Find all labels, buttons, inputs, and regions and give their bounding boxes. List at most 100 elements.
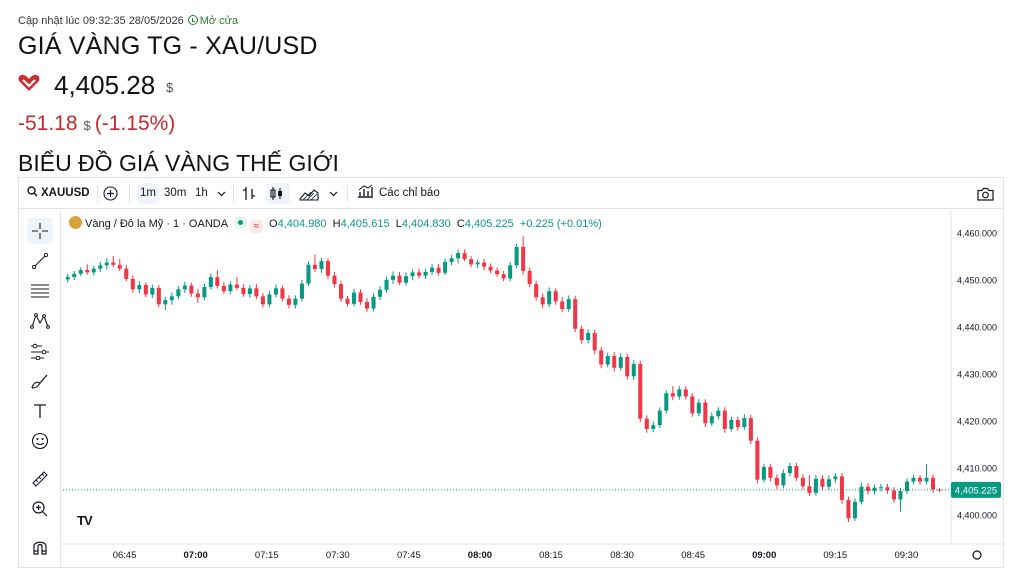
trendline-tool[interactable] bbox=[27, 248, 53, 274]
text-tool[interactable] bbox=[27, 398, 53, 424]
chevron-down-icon bbox=[217, 191, 226, 197]
symbol-search[interactable]: XAUUSD bbox=[27, 183, 90, 204]
candle-body bbox=[742, 418, 747, 428]
price-change-percent: (-1.15%) bbox=[94, 112, 176, 135]
candle-body bbox=[208, 277, 213, 287]
pattern-tool[interactable] bbox=[27, 308, 53, 334]
low-value: 4,404.830 bbox=[401, 218, 451, 230]
tradingview-logo: TV bbox=[77, 513, 93, 528]
candles-style-button[interactable] bbox=[266, 183, 290, 204]
price-chart[interactable]: 4,400.000 4,410.000 4,420.000 4,430.000 4,44… bbox=[19, 178, 1005, 569]
x-tick-label: 07:45 bbox=[397, 550, 421, 561]
candle-body bbox=[469, 259, 474, 265]
candle-body bbox=[417, 272, 422, 276]
candle-body bbox=[755, 440, 760, 480]
magnet-icon bbox=[33, 541, 47, 555]
fib-tool[interactable] bbox=[27, 278, 53, 304]
measure-tool[interactable] bbox=[27, 466, 53, 492]
y-tick-label: 4,410.000 bbox=[957, 463, 997, 473]
candle-body bbox=[878, 487, 883, 489]
candle-body bbox=[332, 275, 337, 285]
x-tick-label: 08:00 bbox=[468, 550, 492, 561]
candle-body bbox=[104, 262, 109, 266]
zoom-tool[interactable] bbox=[27, 496, 53, 522]
candle-body bbox=[482, 262, 487, 267]
high-value: 4,405.615 bbox=[340, 218, 390, 230]
candle-body bbox=[644, 418, 649, 429]
indicators-button[interactable]: Các chỉ báo bbox=[357, 183, 440, 204]
candle-body bbox=[72, 273, 77, 278]
brush-tool[interactable] bbox=[27, 368, 53, 394]
y-tick-label: 4,430.000 bbox=[957, 369, 997, 379]
chart-type-dropdown[interactable] bbox=[329, 183, 338, 204]
candle-body bbox=[358, 292, 363, 302]
magnet-tool[interactable] bbox=[27, 534, 53, 560]
market-open-icon bbox=[234, 216, 248, 229]
series-name[interactable]: Vàng / Đô la Mỹ · 1 · OANDA bbox=[85, 218, 229, 230]
interval-dropdown[interactable] bbox=[217, 183, 226, 204]
candle-body bbox=[690, 396, 695, 414]
forecast-tool[interactable] bbox=[27, 338, 53, 364]
candle-body bbox=[312, 264, 317, 270]
chart-type-button[interactable] bbox=[299, 183, 319, 204]
candle-body bbox=[85, 270, 90, 273]
candle-body bbox=[553, 291, 558, 302]
compare-button[interactable] bbox=[103, 183, 118, 204]
indicators-icon bbox=[358, 184, 373, 198]
candle-body bbox=[345, 298, 350, 304]
candle-body bbox=[215, 277, 220, 286]
candle-body bbox=[449, 258, 454, 263]
candle-body bbox=[169, 296, 174, 301]
symbol-label: XAUUSD bbox=[41, 187, 90, 199]
interval-30m[interactable]: 30m bbox=[164, 187, 187, 199]
x-tick-label: 07:00 bbox=[184, 550, 208, 561]
last-updated: Cập nhật lúc 09:32:35 28/05/2026 Mở cửa bbox=[18, 15, 238, 27]
candle-body bbox=[65, 277, 70, 280]
bar-replay-button[interactable] bbox=[242, 183, 256, 204]
candle-body bbox=[98, 265, 103, 269]
candlestick-icon bbox=[270, 187, 282, 200]
candle-body bbox=[807, 486, 812, 493]
candle-body bbox=[846, 499, 851, 519]
candle-body bbox=[260, 296, 265, 305]
candle-body bbox=[748, 418, 753, 441]
candle-body bbox=[280, 288, 285, 299]
fib-retracement-icon bbox=[31, 284, 49, 298]
interval-1m[interactable]: 1m bbox=[137, 183, 159, 204]
candle-body bbox=[130, 278, 135, 290]
market-status: Mở cửa bbox=[199, 15, 239, 27]
candle-body bbox=[696, 402, 701, 414]
candle-body bbox=[443, 262, 448, 273]
candle-body bbox=[540, 297, 545, 305]
candle-body bbox=[163, 300, 168, 305]
candle-body bbox=[221, 286, 226, 292]
candle-body bbox=[137, 285, 142, 290]
candle-body bbox=[202, 286, 207, 298]
candle-body bbox=[299, 283, 304, 299]
candle-body bbox=[338, 284, 344, 299]
candle-body bbox=[436, 267, 441, 273]
close-label: C bbox=[456, 218, 465, 230]
x-tick-label: 06:45 bbox=[113, 550, 137, 561]
search-icon bbox=[27, 186, 38, 197]
candle-body bbox=[891, 490, 896, 500]
candle-body bbox=[833, 476, 838, 480]
chart-toolbar: XAUUSD 1m 30m 1h Các chỉ báo bbox=[19, 178, 1003, 209]
zoom-in-icon bbox=[32, 501, 48, 517]
page-title: GIÁ VÀNG TG - XAU/USD bbox=[18, 32, 318, 60]
axis-settings-icon[interactable] bbox=[972, 550, 982, 560]
candle-body bbox=[397, 275, 402, 283]
camera-icon bbox=[977, 187, 994, 201]
candle-body bbox=[566, 299, 571, 310]
candle-body bbox=[761, 467, 766, 480]
candle-body bbox=[865, 486, 870, 491]
change-row: -51.18 $ (-1.15%) bbox=[18, 112, 175, 136]
candle-body bbox=[605, 356, 610, 365]
screenshot-button[interactable] bbox=[977, 183, 994, 204]
emoji-tool[interactable] bbox=[27, 428, 53, 454]
crosshair-tool[interactable] bbox=[27, 218, 53, 244]
current-price: 4,405.28 bbox=[54, 70, 156, 100]
interval-1h[interactable]: 1h bbox=[195, 187, 208, 199]
candle-body bbox=[625, 356, 630, 377]
chevron-down-icon bbox=[329, 191, 338, 197]
